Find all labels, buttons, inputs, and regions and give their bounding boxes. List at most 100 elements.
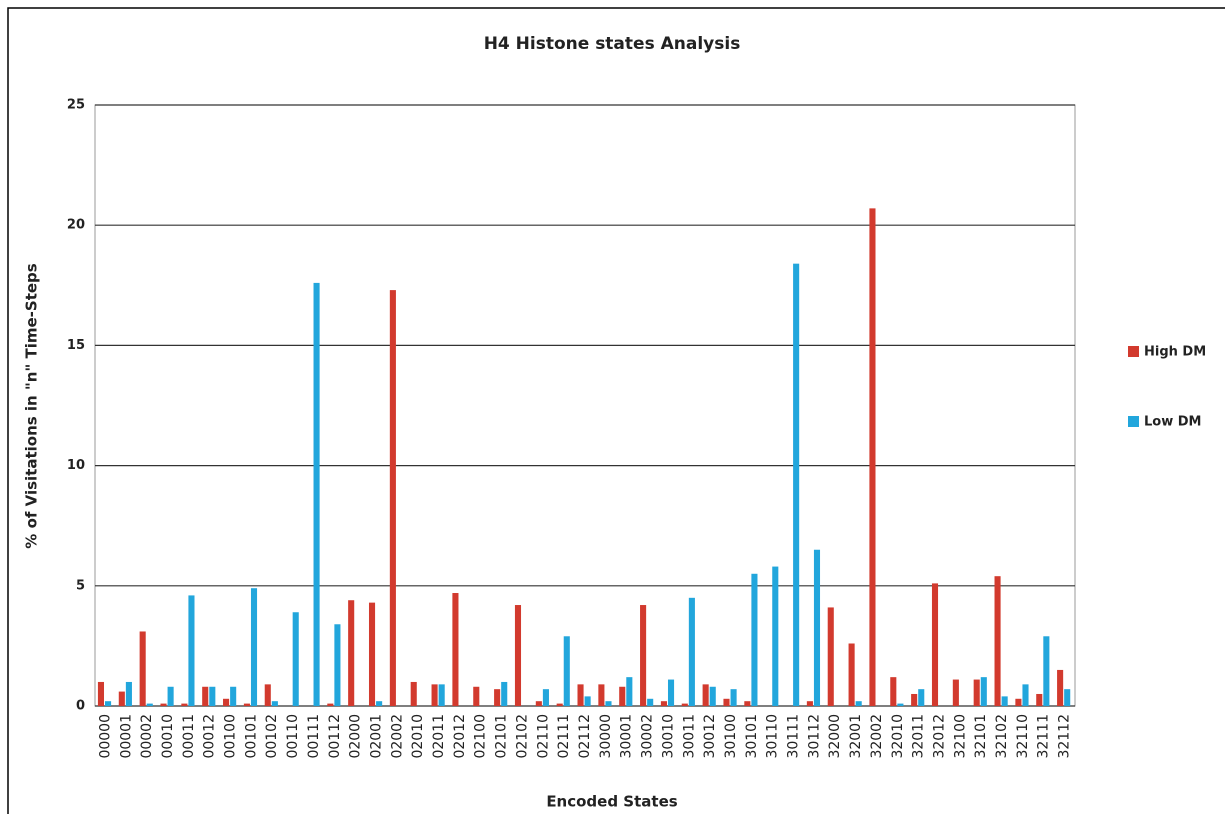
x-tick-label: 02010 [410,714,426,759]
bar [292,612,299,706]
bar [334,624,341,706]
x-tick-label: 32102 [994,714,1010,759]
x-tick-label: 30112 [806,714,822,759]
bar [751,573,758,706]
x-tick-label: 32111 [1036,714,1052,759]
x-tick-label: 00110 [285,714,301,759]
bar [250,588,258,706]
y-tick-label: 15 [67,338,85,353]
bar [97,681,105,706]
bar [167,686,174,706]
x-tick-label: 30000 [598,714,614,759]
x-tick-label: 32012 [931,714,947,759]
bar [1001,696,1008,706]
x-tick-label: 32010 [890,714,906,759]
bar [890,677,897,706]
x-tick-label: 00012 [202,714,218,759]
x-tick-label: 32011 [911,714,927,759]
x-tick-label: 02100 [473,714,489,759]
bar [105,701,112,706]
bar [139,631,146,706]
bar [994,576,1001,706]
legend-label: Low DM [1144,415,1201,430]
bar [813,549,821,706]
bar [848,643,855,706]
bar [209,686,216,706]
bar [188,595,195,706]
bar [667,679,675,706]
x-tick-label: 00111 [306,714,322,759]
legend-swatch [1128,346,1139,357]
x-tick-label: 02011 [431,714,447,759]
bar [348,600,355,706]
bar [911,693,918,706]
x-tick-label: 02001 [368,714,384,759]
x-tick-label: 00002 [139,714,155,759]
bar [264,684,271,706]
bar [271,701,278,706]
bar [931,583,939,706]
x-tick-label: 02101 [494,714,510,759]
bar [827,607,834,706]
bar [709,686,716,706]
x-tick-label: 02112 [577,714,593,759]
bar [688,597,695,706]
chart-title: H4 Histone states Analysis [484,34,741,54]
bar [1043,636,1050,706]
bar [793,263,800,706]
bar [730,689,737,706]
x-tick-label: 00102 [264,714,280,759]
bar [640,605,647,706]
x-tick-label: 32110 [1015,714,1031,759]
bar [313,282,320,706]
bar [501,681,508,706]
bar [918,689,925,706]
y-axis-label: % of Visitations in "n" Time-Steps [23,263,41,548]
x-tick-label: 32000 [827,714,843,759]
x-tick-label: 00011 [181,714,197,759]
x-tick-label: 30110 [765,714,781,759]
bar [1036,693,1043,706]
bar [806,701,813,706]
x-tick-label: 00000 [97,714,113,759]
x-tick-label: 02012 [452,714,468,759]
x-tick-label: 02102 [514,714,530,759]
bar [897,703,904,706]
bar [744,701,751,706]
bar [202,686,209,706]
bar [772,566,779,706]
x-tick-label: 32101 [973,714,989,759]
x-tick-label: 30101 [744,714,760,759]
bar [1064,689,1071,706]
bar [243,703,250,706]
x-tick-label: 02111 [556,714,572,759]
bar [598,684,605,706]
bar [556,703,563,706]
y-tick-label: 10 [67,458,85,473]
bar [146,703,153,706]
x-tick-label: 02002 [389,714,405,759]
bar [118,691,125,706]
bar [327,703,334,706]
frame [7,7,1225,814]
y-tick-label: 20 [67,218,85,233]
x-tick-label: 30100 [723,714,739,759]
bar [973,679,980,706]
bar [230,686,237,706]
legend-swatch [1128,416,1139,427]
bar [223,698,230,706]
x-tick-label: 30012 [702,714,718,759]
bar [431,684,438,706]
bar [181,703,188,706]
x-tick-label: 00001 [118,714,134,759]
bar [473,686,480,706]
bar [438,684,445,706]
bar [584,696,591,706]
x-tick-label: 32100 [952,714,968,759]
y-tick-label: 0 [76,699,85,714]
x-tick-label: 32001 [848,714,864,759]
x-tick-label: 02000 [348,714,364,759]
bar [1015,698,1022,706]
x-tick-label: 30002 [640,714,656,759]
x-tick-label: 32002 [869,714,885,759]
